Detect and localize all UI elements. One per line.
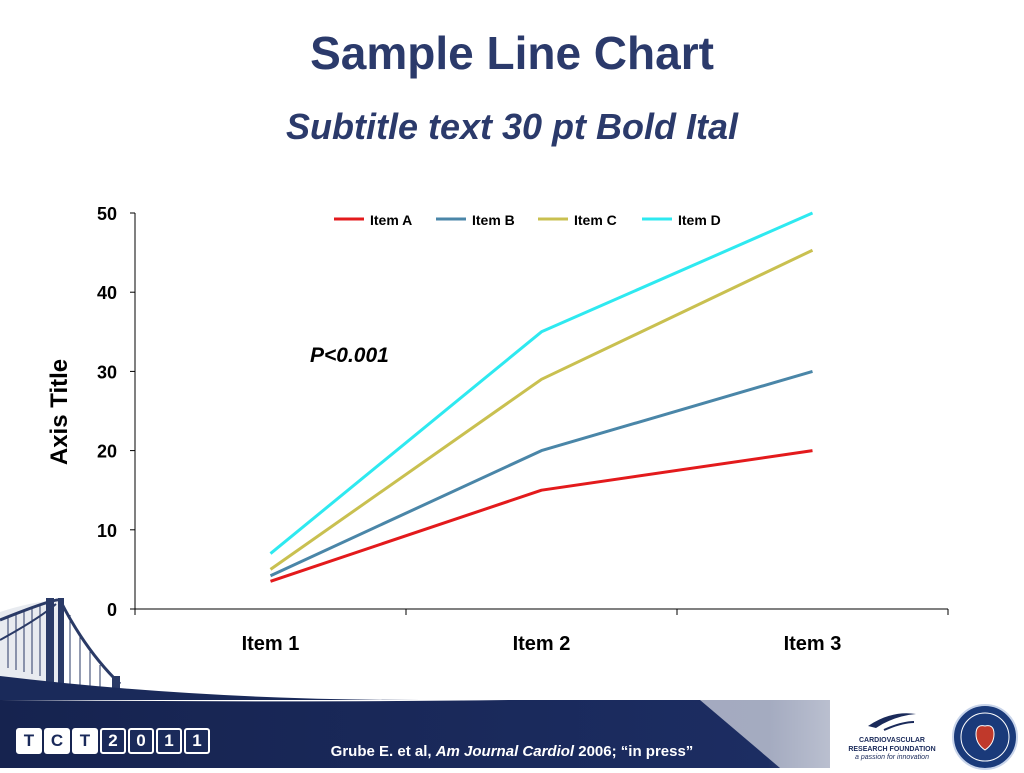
y-tick-label: 0 <box>107 600 117 620</box>
p-value-annotation: P<0.001 <box>310 344 389 367</box>
y-tick-label: 10 <box>97 521 117 541</box>
crf-logo: CARDIOVASCULAR RESEARCH FOUNDATION a pas… <box>842 706 942 761</box>
crf-swoosh-icon <box>868 713 916 731</box>
legend-label: Item B <box>472 212 515 228</box>
logo-letter: T <box>72 728 98 754</box>
chart-axes: 0 10 20 30 40 50 Item 1 Item 2 Item 3 <box>97 204 949 655</box>
y-tick-label: 40 <box>97 283 117 303</box>
logo-digit: 2 <box>100 728 126 754</box>
crf-name: CARDIOVASCULAR RESEARCH FOUNDATION <box>848 737 936 753</box>
x-tick-label: Item 2 <box>513 633 571 655</box>
citation-year: 2006; “in press” <box>578 743 694 760</box>
chart-legend: Item A Item B Item C Item D <box>334 212 721 228</box>
acc-seal-icon <box>952 704 1018 770</box>
legend-label: Item C <box>574 212 617 228</box>
series-line-item-c <box>269 248 814 571</box>
logo-letter: C <box>44 728 70 754</box>
citation-authors: Grube E. et al, <box>330 743 432 760</box>
crf-tagline: a passion for innovation <box>855 754 929 761</box>
slide-subtitle: Subtitle text 30 pt Bold Ital <box>285 106 739 147</box>
logo-digit: 1 <box>156 728 182 754</box>
series-line-item-d <box>269 211 814 555</box>
bridge-illustration <box>0 598 420 700</box>
y-axis-title: Axis Title <box>46 359 73 465</box>
citation: Grube E. et al, Am Journal Cardiol 2006;… <box>0 743 1024 760</box>
logo-digit: 1 <box>184 728 210 754</box>
citation-journal: Am Journal Cardiol <box>435 743 575 760</box>
legend-label: Item D <box>678 212 721 228</box>
x-tick-label: Item 3 <box>784 633 842 655</box>
logo-letter: T <box>16 728 42 754</box>
chart-series <box>269 211 814 583</box>
slide-title: Sample Line Chart <box>310 27 714 79</box>
y-tick-label: 50 <box>97 204 117 224</box>
series-line-item-b <box>269 369 813 578</box>
footer-band <box>0 700 1024 768</box>
logo-digit: 0 <box>128 728 154 754</box>
y-tick-label: 20 <box>97 442 117 462</box>
legend-label: Item A <box>370 212 412 228</box>
y-tick-label: 30 <box>97 362 117 382</box>
x-tick-label: Item 1 <box>242 633 300 655</box>
tct-2011-logo: T C T 2 0 1 1 <box>16 728 210 754</box>
series-line-item-a <box>270 449 813 583</box>
